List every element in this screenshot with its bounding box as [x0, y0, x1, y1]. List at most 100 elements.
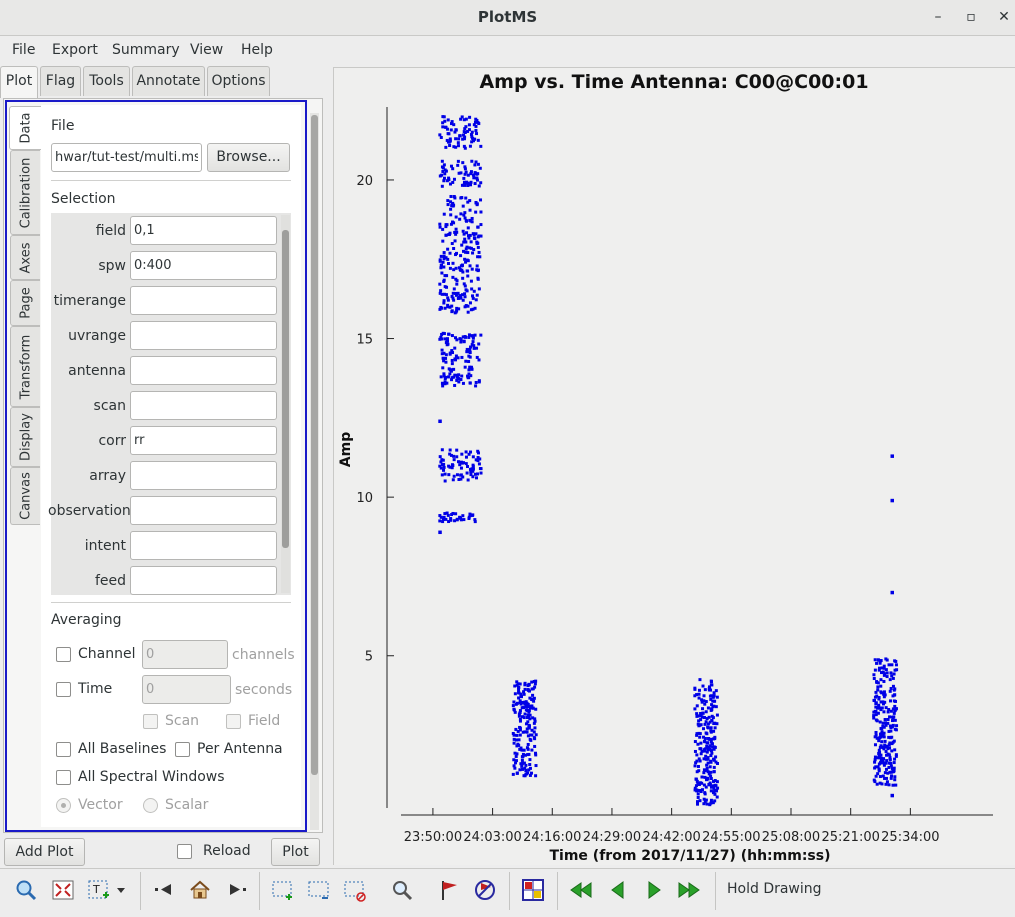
close-button[interactable]: ✕ — [998, 9, 1010, 25]
scan-checkbox[interactable] — [143, 714, 158, 729]
observation-input[interactable] — [130, 496, 277, 525]
spw-input[interactable] — [130, 251, 277, 280]
browse-button[interactable]: Browse... — [207, 143, 290, 172]
menu-export[interactable]: Export — [52, 42, 98, 58]
step-forward-icon[interactable] — [224, 876, 252, 904]
data-point — [441, 166, 445, 170]
all-spectral-windows-checkbox[interactable] — [56, 770, 71, 785]
data-point — [713, 779, 717, 783]
iterate-grid-icon[interactable] — [519, 876, 547, 904]
time-checkbox[interactable] — [56, 682, 71, 697]
field-checkbox[interactable] — [226, 714, 241, 729]
side-tab-data[interactable]: Data — [9, 106, 41, 150]
data-point — [709, 798, 713, 802]
tab-plot[interactable]: Plot — [0, 66, 38, 98]
data-point — [716, 786, 720, 790]
data-point — [698, 799, 702, 803]
field-input[interactable] — [130, 216, 277, 245]
tab-flag[interactable]: Flag — [40, 66, 81, 96]
side-tab-calibration[interactable]: Calibration — [10, 150, 40, 235]
per-antenna-checkbox[interactable] — [175, 742, 190, 757]
corr-input[interactable] — [130, 426, 277, 455]
tab-annotate[interactable]: Annotate — [132, 66, 205, 96]
array-input[interactable] — [130, 461, 277, 490]
data-point — [879, 700, 883, 704]
uvrange-input[interactable] — [130, 321, 277, 350]
selection-scrollbar-thumb[interactable] — [282, 230, 289, 548]
data-point — [881, 746, 885, 750]
add-plot-button[interactable]: Add Plot — [4, 838, 85, 866]
file-input[interactable] — [51, 143, 202, 172]
data-point — [446, 257, 450, 261]
dropdown-arrow-icon[interactable] — [113, 876, 129, 904]
antenna-input[interactable] — [130, 356, 277, 385]
side-tab-page[interactable]: Page — [10, 280, 40, 326]
subtract-region-icon[interactable] — [305, 876, 333, 904]
data-point — [451, 463, 455, 467]
data-point — [440, 352, 444, 356]
data-point — [703, 791, 707, 795]
data-point — [470, 343, 474, 347]
toolbar-separator — [715, 872, 716, 910]
reload-checkbox[interactable] — [177, 844, 192, 859]
panel-scrollbar-thumb[interactable] — [311, 115, 318, 775]
zoom-icon[interactable] — [12, 876, 40, 904]
minimize-button[interactable]: – — [934, 9, 942, 25]
first-page-icon[interactable] — [567, 876, 595, 904]
channel-checkbox[interactable] — [56, 647, 71, 662]
last-page-icon[interactable] — [675, 876, 703, 904]
next-page-icon[interactable] — [640, 876, 668, 904]
side-tab-axes[interactable]: Axes — [10, 235, 40, 280]
menu-view[interactable]: View — [190, 42, 224, 58]
data-point — [451, 291, 455, 295]
data-point — [452, 474, 456, 478]
data-point — [469, 374, 473, 378]
timerange-input[interactable] — [130, 286, 277, 315]
side-tab-canvas[interactable]: Canvas — [10, 467, 40, 525]
data-point — [697, 757, 701, 761]
vector-radio[interactable] — [56, 798, 71, 813]
data-point — [474, 200, 478, 204]
data-point — [475, 355, 479, 359]
scalar-radio[interactable] — [143, 798, 158, 813]
intent-input[interactable] — [130, 531, 277, 560]
tab-options[interactable]: Options — [207, 66, 270, 96]
data-point — [456, 163, 460, 167]
data-point — [528, 773, 532, 777]
select-region-icon[interactable] — [269, 876, 297, 904]
data-point — [450, 368, 454, 372]
unflag-icon[interactable] — [471, 876, 499, 904]
data-point — [702, 716, 706, 720]
data-point — [472, 346, 476, 350]
menu-file[interactable]: File — [12, 42, 36, 58]
data-point — [881, 732, 885, 736]
maximize-button[interactable]: ▫ — [966, 9, 976, 25]
home-icon[interactable] — [186, 876, 214, 904]
flag-icon[interactable] — [435, 876, 463, 904]
text-annotate-icon[interactable]: T — [85, 876, 113, 904]
data-point — [450, 513, 454, 517]
channel-average-input[interactable] — [142, 640, 228, 669]
tab-tools[interactable]: Tools — [83, 66, 130, 96]
side-tab-transform[interactable]: Transform — [10, 326, 40, 407]
data-point — [533, 719, 537, 723]
data-point — [526, 705, 530, 709]
all-baselines-checkbox[interactable] — [56, 742, 71, 757]
previous-page-icon[interactable] — [604, 876, 632, 904]
hold-drawing-toggle[interactable]: Hold Drawing — [727, 881, 822, 897]
data-point — [471, 513, 475, 517]
feed-input[interactable] — [130, 566, 277, 595]
clear-region-icon[interactable] — [341, 876, 369, 904]
menu-help[interactable]: Help — [241, 42, 273, 58]
menu-summary[interactable]: Summary — [112, 42, 180, 58]
data-point — [888, 741, 892, 745]
data-point — [454, 293, 458, 297]
side-tab-display[interactable]: Display — [10, 407, 40, 467]
plot-button[interactable]: Plot — [271, 838, 320, 866]
time-average-input[interactable] — [142, 675, 231, 704]
scan-input[interactable] — [130, 391, 277, 420]
step-back-icon[interactable] — [149, 876, 177, 904]
locate-icon[interactable] — [388, 876, 416, 904]
zoom-fit-icon[interactable] — [49, 876, 77, 904]
